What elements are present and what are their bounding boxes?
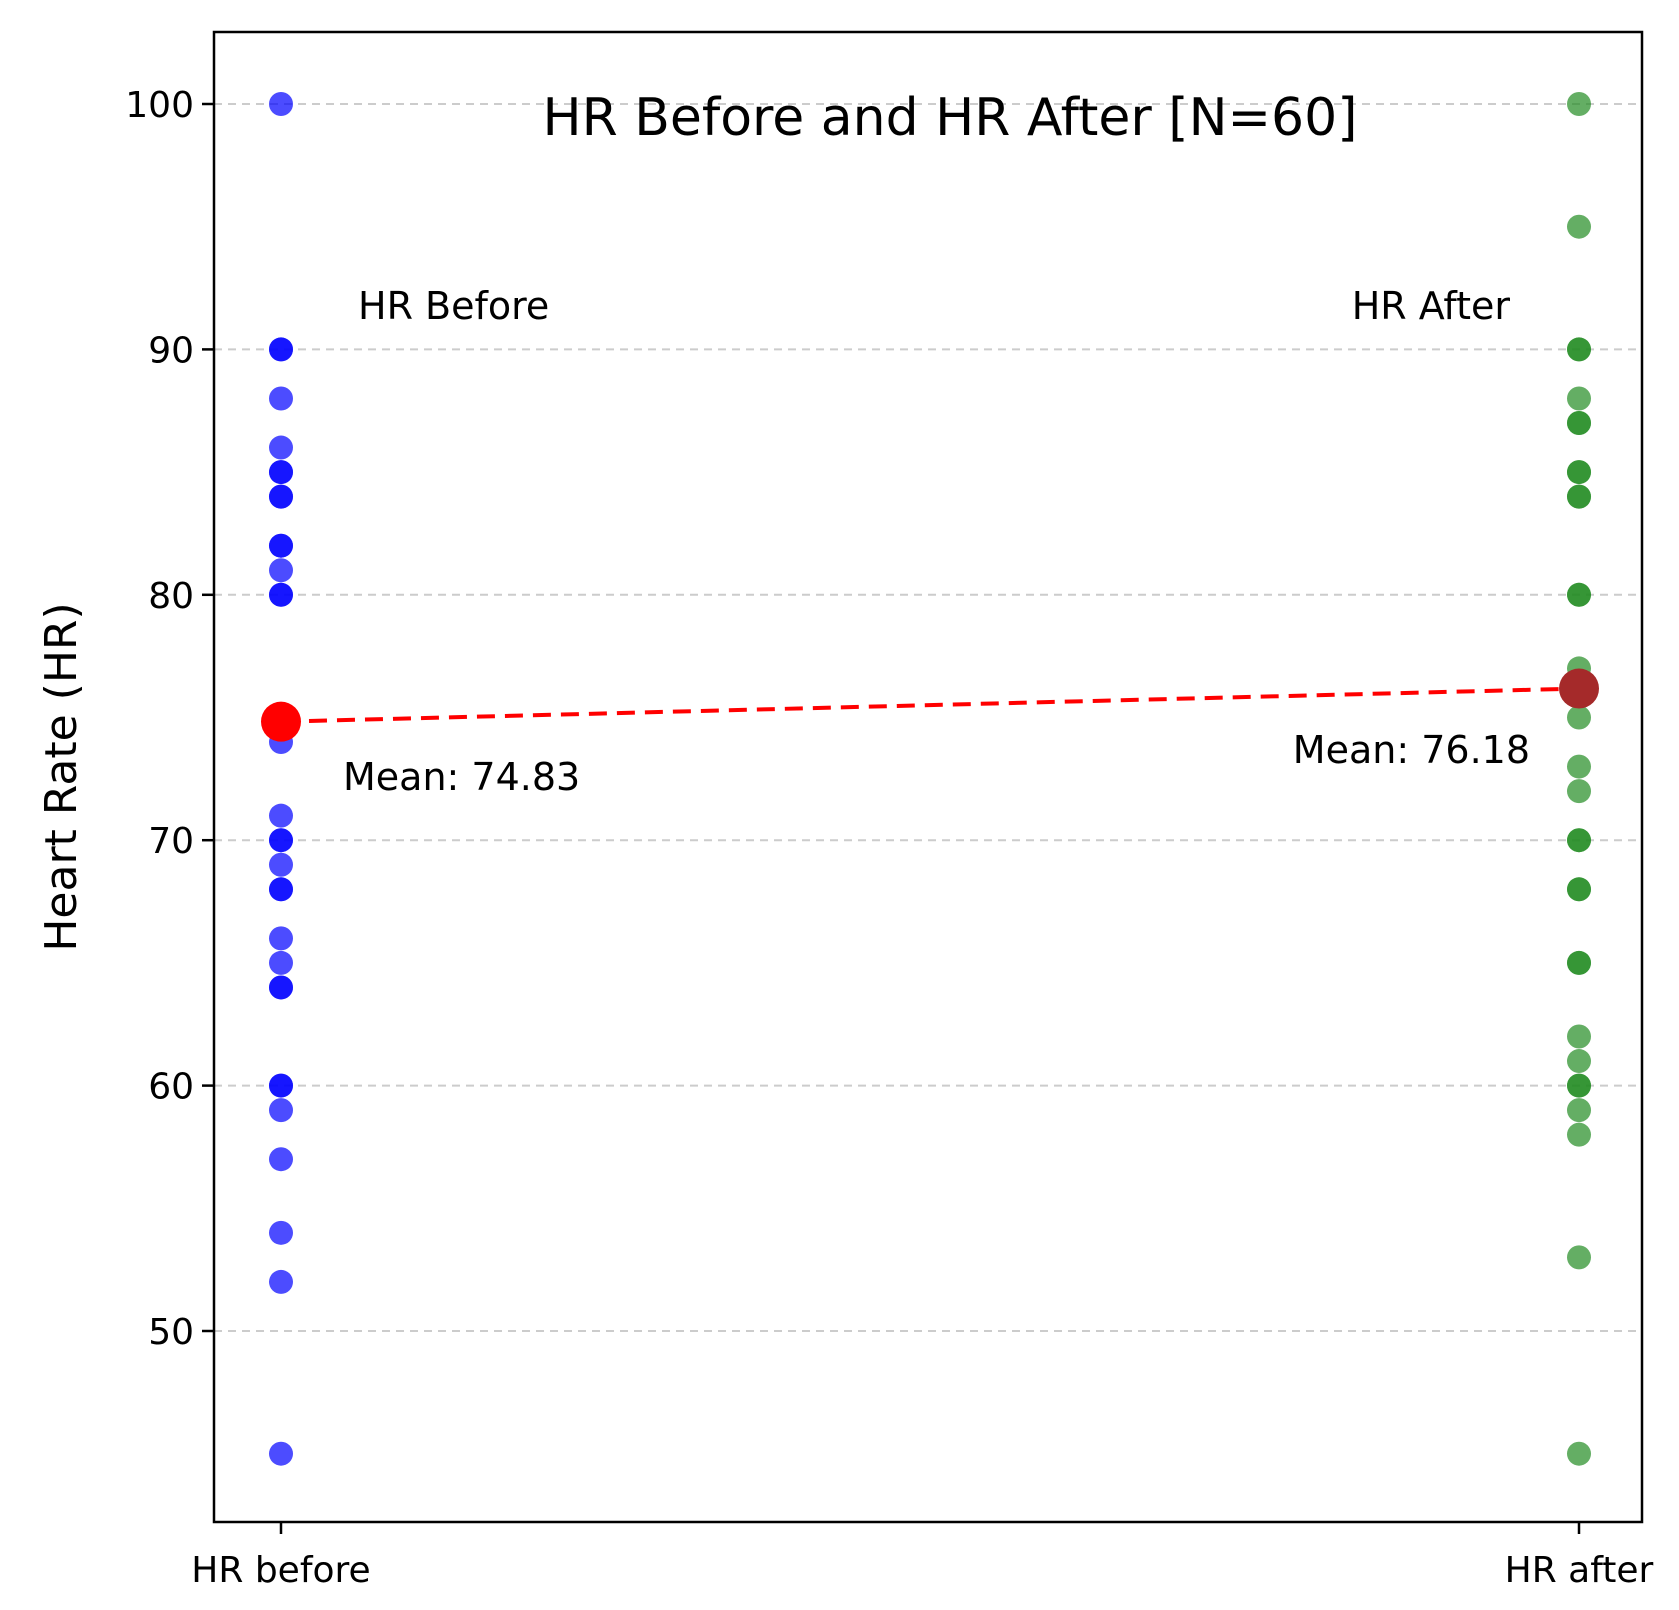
data-point [269, 1269, 293, 1294]
data-point [269, 386, 293, 411]
data-point [1567, 754, 1591, 779]
data-point [1567, 460, 1591, 485]
y-tick-label: 80 [148, 576, 194, 617]
data-point [1567, 1245, 1591, 1270]
mean-connector-line [280, 686, 1580, 724]
data-point [269, 1441, 293, 1466]
data-point [269, 1147, 293, 1172]
data-point [1567, 1122, 1591, 1147]
data-point [269, 950, 293, 975]
y-tick-label: 90 [148, 330, 194, 371]
chart-title: HR Before and HR After [N=60] [542, 88, 1357, 148]
x-tick-label: HR after [1505, 1550, 1654, 1591]
data-point [1567, 1049, 1591, 1074]
mean-before-label: Mean: 74.83 [343, 755, 580, 799]
data-point [269, 1073, 293, 1098]
data-points [269, 92, 1591, 1466]
data-point [269, 558, 293, 583]
mean-after-label: Mean: 76.18 [1293, 728, 1530, 772]
data-point [1567, 1098, 1591, 1123]
y-axis-label: Heart Rate (HR) [36, 602, 87, 951]
x-tick-label: HR before [191, 1550, 370, 1591]
data-point [1567, 1073, 1591, 1098]
data-point [269, 852, 293, 877]
data-point [1567, 705, 1591, 730]
grid-lines [214, 103, 1642, 1332]
plot-frame [212, 30, 1644, 1524]
data-point [1567, 950, 1591, 975]
hr-after-annotation: HR After [1352, 284, 1511, 328]
data-point [269, 337, 293, 362]
data-point [1567, 337, 1591, 362]
data-point [269, 460, 293, 485]
data-point [269, 926, 293, 951]
data-point [1567, 214, 1591, 239]
data-point [1567, 484, 1591, 509]
data-point [269, 92, 293, 116]
y-tick-label: 100 [125, 85, 194, 126]
y-tick-label: 50 [148, 1312, 194, 1353]
data-point [269, 435, 293, 460]
data-point [269, 533, 293, 558]
data-point [269, 975, 293, 1000]
hr-before-annotation: HR Before [358, 284, 549, 328]
data-point [1567, 828, 1591, 853]
mean-marker [261, 701, 301, 742]
data-point [1567, 582, 1591, 607]
y-axis-ticks: 50 60 70 80 90 100 [125, 85, 214, 1353]
data-point [1567, 877, 1591, 902]
data-point [1567, 386, 1591, 411]
data-point [1567, 1024, 1591, 1049]
y-tick-label: 60 [148, 1067, 194, 1108]
y-tick-label: 70 [148, 821, 194, 862]
data-point [1567, 411, 1591, 436]
data-point [269, 803, 293, 828]
data-point [269, 484, 293, 509]
data-point [269, 1098, 293, 1123]
data-point [1567, 92, 1591, 116]
data-point [269, 828, 293, 853]
mean-markers [261, 668, 1599, 742]
data-point [1567, 779, 1591, 804]
data-point [1567, 1441, 1591, 1466]
x-axis-ticks: HR before HR after [191, 1522, 1654, 1591]
mean-marker [1559, 668, 1599, 709]
data-point [269, 877, 293, 902]
data-point [269, 582, 293, 607]
data-point [269, 1220, 293, 1245]
